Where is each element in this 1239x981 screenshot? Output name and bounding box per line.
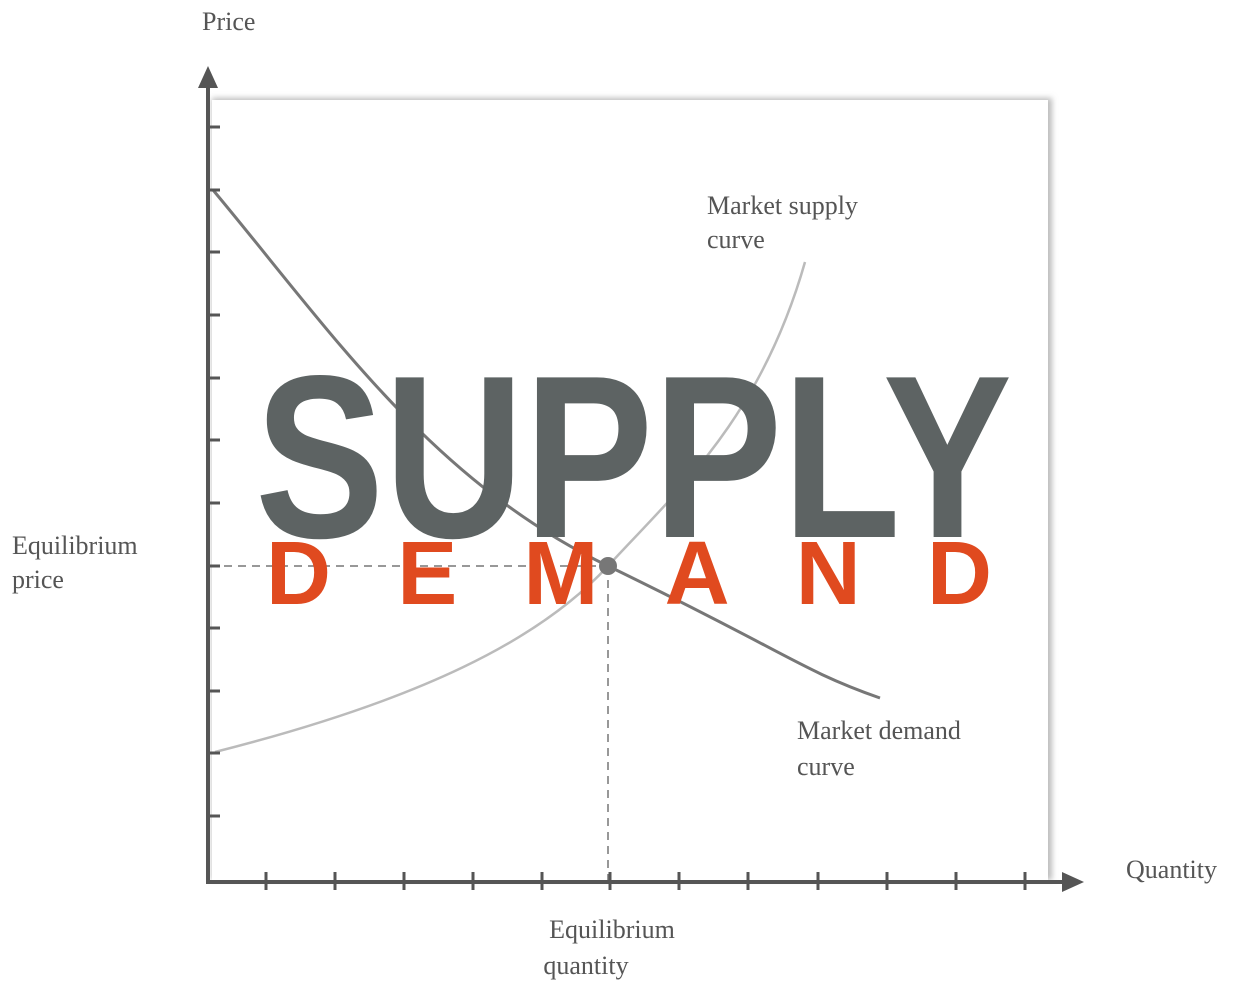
y-ticks <box>208 125 220 818</box>
equilibrium-point <box>599 557 617 575</box>
price-label: Equilibrium <box>12 531 138 560</box>
y-axis-label: Price <box>202 7 255 36</box>
panel <box>212 100 1048 880</box>
overlay-title: SUPPLY <box>255 328 1012 587</box>
x-axis-label: Quantity <box>1126 855 1217 884</box>
demand-label: curve <box>797 752 855 781</box>
axes <box>206 82 1068 884</box>
price-label: price <box>12 565 64 594</box>
y-arrow <box>198 66 218 88</box>
supply-label: Market supply <box>707 191 858 220</box>
demand-curve <box>211 189 881 700</box>
quantity-label: quantity <box>543 951 628 980</box>
x-arrow <box>1062 872 1084 892</box>
supply-label: curve <box>707 225 765 254</box>
demand-label: Market demand <box>797 716 961 745</box>
quantity-label: Equilibrium <box>549 915 675 944</box>
x-ticks <box>264 872 1027 890</box>
